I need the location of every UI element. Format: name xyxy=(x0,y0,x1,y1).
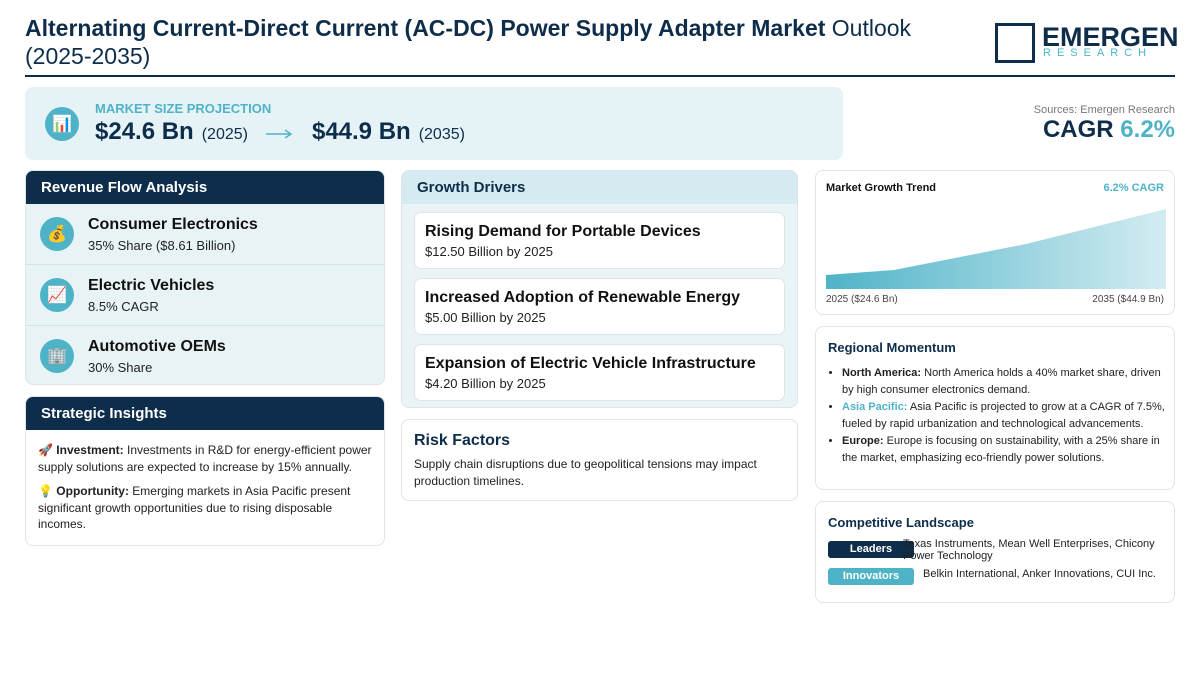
revenue-item: 📈 Electric Vehicles 8.5% CAGR xyxy=(26,265,384,326)
item-detail: 8.5% CAGR xyxy=(88,299,159,314)
region-item: North America: North America holds a 40%… xyxy=(842,365,1174,398)
drivers-panel: Growth Drivers Rising Demand for Portabl… xyxy=(401,170,798,408)
item-name: Consumer Electronics xyxy=(88,216,258,233)
item-name: Automotive OEMs xyxy=(88,338,226,355)
item-icon: 💰 xyxy=(40,217,74,251)
competitive-panel: Competitive Landscape Leaders Texas Instr… xyxy=(815,501,1175,603)
projection-label: MARKET SIZE PROJECTION xyxy=(95,101,272,116)
panel-title: Growth Drivers xyxy=(402,171,797,204)
risk-panel: Risk Factors Supply chain disruptions du… xyxy=(401,419,798,501)
trend-panel: Market Growth Trend 6.2% CAGR 2025 ($24.… xyxy=(815,170,1175,315)
badge: Innovators xyxy=(828,568,914,585)
region-text: North America holds a 40% market share, … xyxy=(842,367,1161,396)
trend-cagr: 6.2% CAGR xyxy=(1103,182,1164,194)
driver-value: $5.00 Billion by 2025 xyxy=(425,310,546,325)
region-label: Asia Pacific: xyxy=(842,401,908,413)
region-text: Europe is focusing on sustainability, wi… xyxy=(842,435,1160,464)
start-value: $24.6 Bn xyxy=(95,118,194,145)
driver-card: Increased Adoption of Renewable Energy $5… xyxy=(414,278,785,335)
end-value: $44.9 Bn xyxy=(311,118,411,145)
revenue-item: 💰 Consumer Electronics 35% Share ($8.61 Bi… xyxy=(26,204,384,265)
insight-text: Emerging markets in Asia Pacific present… xyxy=(38,484,351,531)
insights-panel: Strategic Insights 🚀 Investment: Investm… xyxy=(25,396,385,546)
title: Alternating Current-Direct Current (AC-D… xyxy=(25,14,975,70)
insight-label: Opportunity: xyxy=(56,484,129,498)
regional-list: North America: North America holds a 40%… xyxy=(816,365,1174,466)
cagr-value: 6.2% xyxy=(1120,116,1175,143)
item-detail: 35% Share ($8.61 Billion) xyxy=(88,238,236,253)
region-item: Europe: Europe is focusing on sustainabi… xyxy=(842,433,1174,466)
panel-title: Competitive Landscape xyxy=(828,515,974,530)
item-icon: 🏢 xyxy=(40,339,74,373)
revenue-item: 🏢 Automotive OEMs 30% Share xyxy=(26,326,384,384)
risk-text: Supply chain disruptions due to geopolit… xyxy=(414,457,757,488)
driver-name: Increased Adoption of Renewable Energy xyxy=(425,289,741,306)
driver-name: Rising Demand for Portable Devices xyxy=(425,223,701,240)
region-text: Asia Pacific is projected to grow at a C… xyxy=(842,401,1165,430)
insight: 💡 Opportunity: Emerging markets in Asia … xyxy=(38,483,372,533)
logo-mark xyxy=(995,23,1035,63)
title-rest: Outlook (2025-2035) xyxy=(25,15,912,69)
insight: 🚀 Investment: Investments in R&D for ene… xyxy=(38,442,372,475)
item-icon: 📈 xyxy=(40,278,74,312)
badge: Leaders xyxy=(828,541,914,558)
header-rule xyxy=(25,75,1175,77)
start-year: (2025) xyxy=(201,126,248,143)
driver-card: Expansion of Electric Vehicle Infrastruc… xyxy=(414,344,785,401)
cagr: CAGR 6.2% xyxy=(1043,116,1175,144)
item-name: Electric Vehicles xyxy=(88,277,215,294)
panel-title: Market Growth Trend xyxy=(826,182,937,194)
trend-area xyxy=(826,209,1166,289)
insight-text: Investments in R&D for energy-efficient … xyxy=(38,443,372,474)
panel-title: Risk Factors xyxy=(414,432,511,449)
driver-value: $12.50 Billion by 2025 xyxy=(425,244,553,259)
region-label: Europe: xyxy=(842,435,884,447)
logo-name: EMERGEN xyxy=(1042,22,1179,52)
insight-icon: 🚀 xyxy=(38,443,53,457)
source: Sources: Emergen Research xyxy=(1033,104,1175,116)
driver-card: Rising Demand for Portable Devices $12.50… xyxy=(414,212,785,269)
trend-start: 2025 ($24.6 Bn) xyxy=(826,294,898,305)
driver-value: $4.20 Billion by 2025 xyxy=(425,376,546,391)
panel-title: Regional Momentum xyxy=(828,340,956,355)
end-year: (2035) xyxy=(418,126,465,143)
item-detail: 30% Share xyxy=(88,360,153,375)
projection-values: $24.6 Bn (2025) $44.9 Bn (2035) xyxy=(95,118,465,146)
title-bold: Alternating Current-Direct Current (AC-D… xyxy=(25,15,826,41)
projection-icon: 📊 xyxy=(45,107,79,141)
driver-name: Expansion of Electric Vehicle Infrastruc… xyxy=(425,355,756,372)
cagr-label: CAGR xyxy=(1042,116,1114,143)
company-list: Texas Instruments, Mean Well Enterprises… xyxy=(903,538,1155,562)
region-label: North America: xyxy=(842,367,922,379)
arrow xyxy=(265,129,293,139)
panel-title: Revenue Flow Analysis xyxy=(26,171,384,204)
insight-icon: 💡 xyxy=(38,484,53,498)
insight-label: Investment: xyxy=(56,443,124,457)
region-item: Asia Pacific: Asia Pacific is projected … xyxy=(842,399,1174,432)
panel-title: Strategic Insights xyxy=(26,397,384,430)
projection-box: 📊 MARKET SIZE PROJECTION $24.6 Bn (2025)… xyxy=(25,87,843,160)
regional-panel: Regional Momentum North America: North A… xyxy=(815,326,1175,490)
company-list: Belkin International, Anker Innovations,… xyxy=(923,568,1156,580)
trend-end: 2035 ($44.9 Bn) xyxy=(1092,294,1164,305)
logo-sub: RESEARCH xyxy=(1043,47,1153,59)
revenue-panel: Revenue Flow Analysis 💰 Consumer Electron… xyxy=(25,170,385,385)
